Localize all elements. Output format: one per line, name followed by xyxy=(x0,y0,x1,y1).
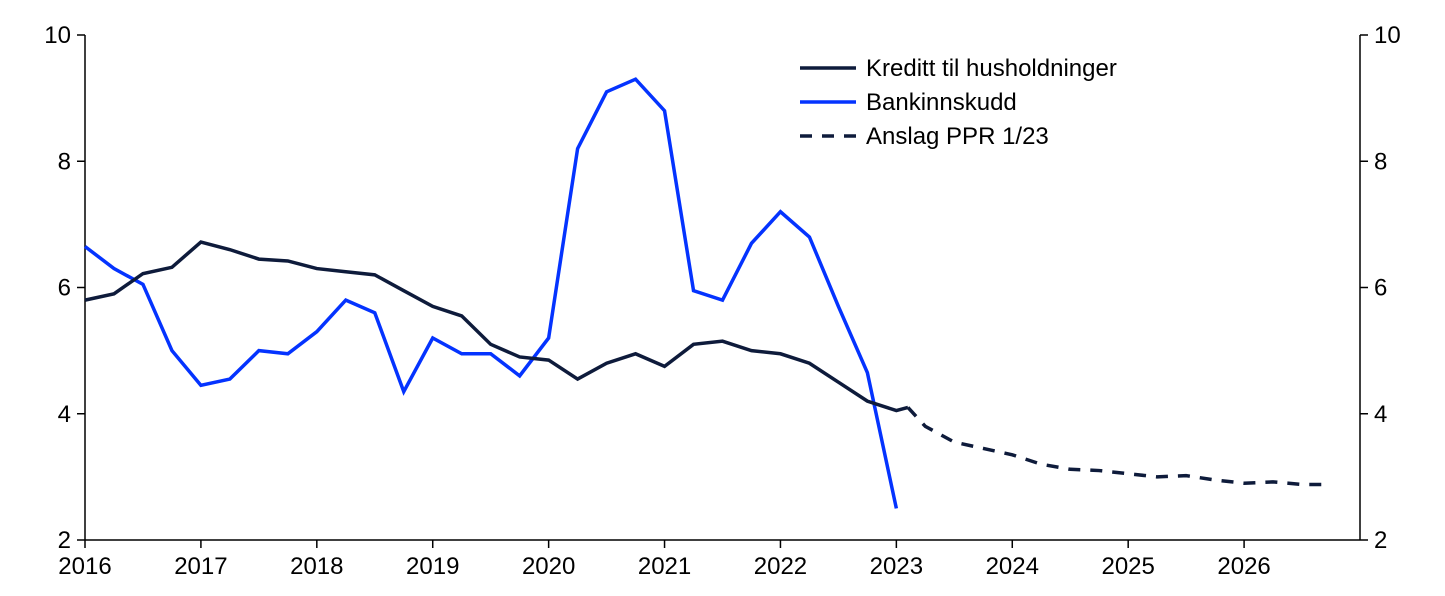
ytick-label-left: 2 xyxy=(58,527,71,554)
ytick-label-left: 4 xyxy=(58,401,71,428)
ytick-label-right: 2 xyxy=(1374,527,1387,554)
xtick-label: 2023 xyxy=(870,553,923,580)
ytick-label-left: 6 xyxy=(58,275,71,302)
line-chart: 2 2 4 4 6 6 8 8 10 10 2016 2017 2018 2019 2020 2021 2022… xyxy=(0,0,1445,596)
ytick-label-left: 8 xyxy=(58,148,71,175)
ytick-label-right: 4 xyxy=(1374,401,1387,428)
xtick-label: 2022 xyxy=(754,553,807,580)
xtick-label: 2024 xyxy=(986,553,1039,580)
legend-label-credit: Kreditt til husholdninger xyxy=(866,55,1117,82)
xtick-label: 2020 xyxy=(522,553,575,580)
ytick-label-right: 8 xyxy=(1374,148,1387,175)
xtick-label: 2026 xyxy=(1217,553,1270,580)
ytick-label-right: 6 xyxy=(1374,275,1387,302)
legend-label-deposits: Bankinnskudd xyxy=(866,89,1017,116)
xtick-label: 2018 xyxy=(290,553,343,580)
xtick-label: 2019 xyxy=(406,553,459,580)
xtick-label: 2017 xyxy=(174,553,227,580)
xtick-label: 2021 xyxy=(638,553,691,580)
ytick-label-right: 10 xyxy=(1374,22,1401,49)
xtick-label: 2025 xyxy=(1101,553,1154,580)
ytick-label-left: 10 xyxy=(44,22,71,49)
legend-label-forecast: Anslag PPR 1/23 xyxy=(866,123,1049,150)
xtick-label: 2016 xyxy=(58,553,111,580)
